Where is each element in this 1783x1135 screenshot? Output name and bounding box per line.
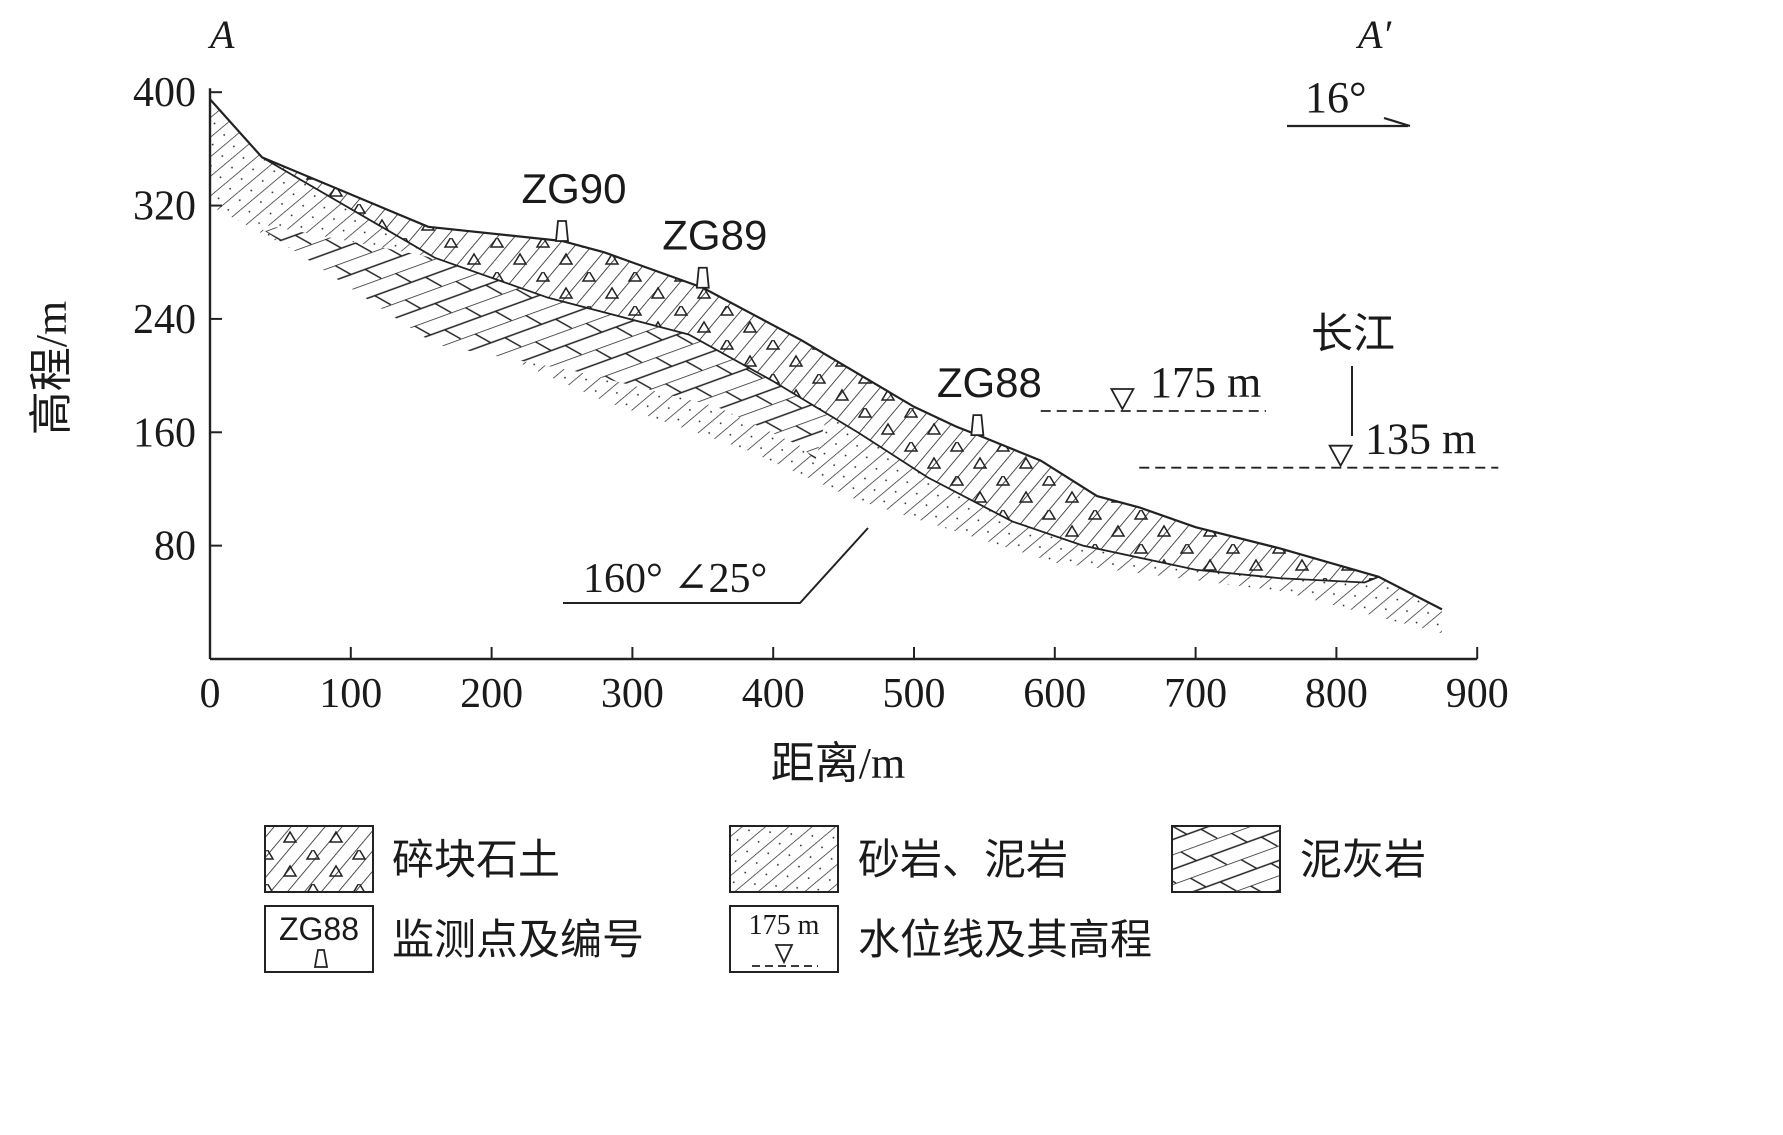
x-tick-label: 800 xyxy=(1305,671,1368,717)
monitoring-point-zg88: ZG88 xyxy=(937,359,1042,437)
marl-layer xyxy=(252,222,830,461)
x-axis-label: 距离/m xyxy=(771,739,905,788)
x-tick-label: 700 xyxy=(1164,671,1227,717)
legend-water-symbol-label: 175 m xyxy=(749,910,820,941)
y-tick-label: 320 xyxy=(133,184,196,230)
monitoring-point-icon xyxy=(695,266,710,289)
section-end-label: A′ xyxy=(1355,12,1392,57)
legend-label-monitoring-point: 监测点及编号 xyxy=(392,918,644,964)
bedding-attitude-label: 160° ∠25° xyxy=(583,556,767,602)
x-tick-label: 100 xyxy=(319,671,382,717)
x-tick-label: 0 xyxy=(200,671,221,717)
rock-layers xyxy=(209,98,1443,634)
monitoring-point-icon xyxy=(970,414,985,437)
x-tick-label: 400 xyxy=(742,671,805,717)
direction-label: 16° xyxy=(1305,73,1367,122)
monitoring-point-icon xyxy=(555,220,569,242)
legend-label-debris-soil: 碎块石土 xyxy=(392,838,560,884)
y-tick-label: 160 xyxy=(133,410,196,456)
monitoring-point-label: ZG90 xyxy=(521,165,626,212)
axes: 0 100 200 300 400 500 600 700 800 900 80 160 240 320 4… xyxy=(133,70,1509,717)
legend-label-water-level: 水位线及其高程 xyxy=(858,917,1152,964)
bedding-leader-line xyxy=(563,527,869,604)
legend-swatch-water-level xyxy=(729,905,839,973)
direction-arrow-icon xyxy=(1287,116,1411,128)
x-tick-label: 600 xyxy=(1023,671,1086,717)
legend-monitoring-symbol-label: ZG88 xyxy=(279,911,359,947)
x-tick-label: 200 xyxy=(460,671,523,717)
water-level-icon xyxy=(1328,444,1354,468)
legend-item-monitoring-point: ZG88 监测点及编号 xyxy=(264,905,644,973)
y-axis-label: 高程/m xyxy=(27,301,76,435)
monitoring-point-icon xyxy=(313,949,329,968)
legend-swatch-marl xyxy=(1171,825,1281,893)
y-tick-label: 400 xyxy=(133,70,196,116)
y-tick-label: 240 xyxy=(133,297,196,343)
monitoring-point-label: ZG89 xyxy=(662,212,767,259)
legend-item-water-level: 175 m 水位线及其高程 xyxy=(729,905,1152,973)
water-level-135: 135 m xyxy=(1139,415,1499,469)
water-level-icon xyxy=(774,944,794,965)
legend-swatch-monitoring-point xyxy=(264,905,374,973)
legend-label-sandstone-mudstone: 砂岩、泥岩 xyxy=(858,838,1068,884)
monitoring-point-label: ZG88 xyxy=(937,359,1042,406)
annotations: ZG90 ZG89 ZG88 175 m 135 m xyxy=(521,165,1499,469)
x-tick-label: 900 xyxy=(1446,671,1509,717)
legend-label-marl: 泥灰岩 xyxy=(1300,838,1426,884)
legend-item-sandstone-mudstone: 砂岩、泥岩 xyxy=(729,825,1068,893)
ground-surface-line xyxy=(209,98,1443,611)
section-start-label: A xyxy=(207,12,235,57)
y-tick-label: 80 xyxy=(154,524,196,570)
x-tick-label: 500 xyxy=(883,671,946,717)
legend-item-debris-soil: 碎块石土 xyxy=(264,825,560,893)
legend: 碎块石土 砂岩、泥岩 泥灰岩 ZG88 监测点及编号 175 m 水位线及其高程 xyxy=(264,825,1426,973)
debris-base-line xyxy=(261,156,1379,584)
x-tick-label: 300 xyxy=(601,671,664,717)
monitoring-point-zg89: ZG89 xyxy=(662,212,767,289)
legend-swatch-sandstone-mudstone xyxy=(729,825,839,893)
water-level-label: 175 m xyxy=(1150,358,1261,407)
river-label: 长江 xyxy=(1311,312,1395,358)
water-level-175: 175 m xyxy=(1040,358,1266,412)
legend-item-marl: 泥灰岩 xyxy=(1171,825,1426,893)
monitoring-point-zg90: ZG90 xyxy=(521,165,627,242)
water-level-label: 135 m xyxy=(1365,415,1476,464)
water-level-icon xyxy=(1109,388,1135,411)
